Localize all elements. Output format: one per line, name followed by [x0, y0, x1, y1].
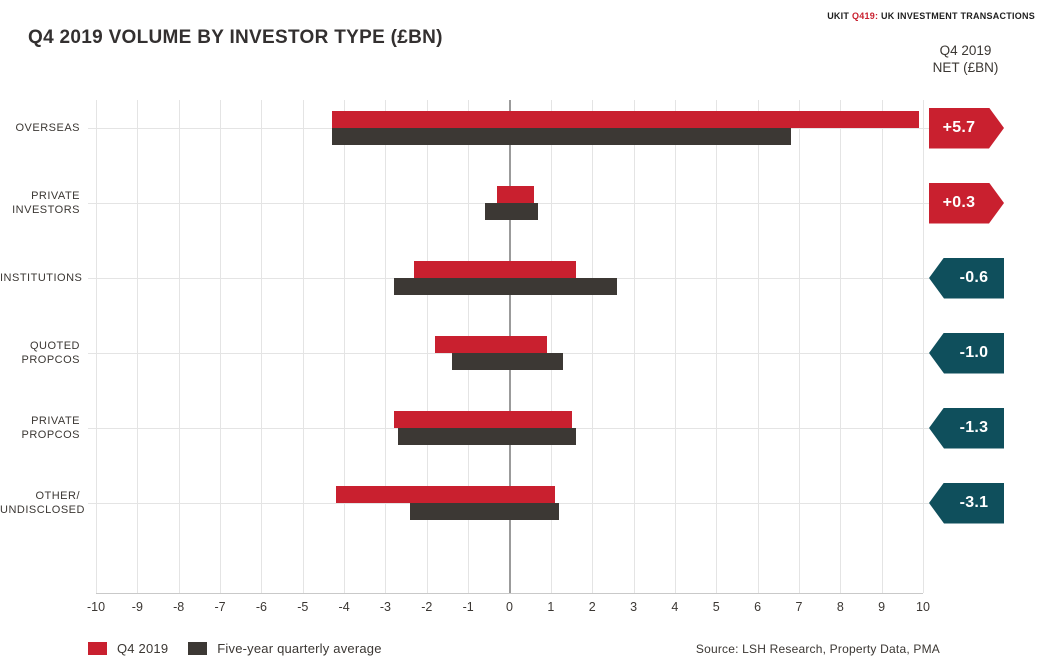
- net-badge: +5.7: [929, 107, 1004, 149]
- gridline-vertical: [840, 100, 842, 593]
- category-label-line: INSTITUTIONS: [0, 272, 83, 284]
- x-tick-label: -10: [86, 600, 106, 614]
- gridline-vertical: [426, 100, 428, 593]
- category-label: OTHER/UNDISCLOSED: [0, 489, 85, 517]
- gridline-vertical: [674, 100, 676, 593]
- report-tag-code: Q419:: [851, 11, 879, 21]
- gridline-vertical: [757, 100, 759, 593]
- net-column-header: Q4 2019 NET (£BN): [905, 42, 1026, 76]
- x-tick-label: -3: [379, 600, 391, 614]
- bar-q4-2019: [331, 111, 919, 128]
- x-tick-label: 9: [878, 600, 886, 614]
- net-badge: -1.3: [929, 407, 1004, 449]
- net-badge: -1.0: [929, 332, 1004, 374]
- gridline-vertical: [881, 100, 883, 593]
- gridline-vertical: [385, 100, 387, 593]
- x-tick-label: 1: [547, 600, 555, 614]
- gridline-vertical: [302, 100, 304, 593]
- x-tick-label: 5: [712, 600, 720, 614]
- x-tick-label: -9: [131, 600, 143, 614]
- x-tick-label: -8: [173, 600, 185, 614]
- x-tick-label: 10: [916, 600, 930, 614]
- bar-q4-2019: [393, 411, 572, 428]
- net-header-line2: NET (£BN): [932, 60, 999, 75]
- net-header-line1: Q4 2019: [939, 43, 992, 58]
- x-tick-label: -4: [338, 600, 350, 614]
- bar-q4-2019: [435, 336, 547, 353]
- legend-swatch: [188, 642, 208, 655]
- x-tick-label: -6: [255, 600, 267, 614]
- x-tick-label: 8: [836, 600, 844, 614]
- category-label-line: UNDISCLOSED: [0, 504, 85, 516]
- net-badge-value: +5.7: [942, 119, 976, 136]
- gridline-vertical: [716, 100, 718, 593]
- legend-label: Five-year quarterly average: [217, 641, 382, 656]
- category-label: INSTITUTIONS: [0, 271, 83, 285]
- category-label-line: QUOTED: [29, 340, 80, 352]
- net-badge: -0.6: [929, 257, 1004, 299]
- x-tick-label: -7: [214, 600, 226, 614]
- bar-five-year-average: [331, 128, 791, 145]
- category-label: OVERSEAS: [0, 121, 80, 135]
- bar-five-year-average: [397, 428, 576, 445]
- net-badge: +0.3: [929, 182, 1004, 224]
- gridline-vertical: [261, 100, 263, 593]
- net-badge: -3.1: [929, 482, 1004, 524]
- net-badge-value: -3.1: [959, 494, 989, 511]
- category-label-line: OVERSEAS: [15, 122, 80, 134]
- legend-swatch: [88, 642, 107, 655]
- bar-q4-2019: [414, 261, 576, 278]
- net-badge-value: +0.3: [942, 194, 976, 211]
- bar-five-year-average: [484, 203, 539, 220]
- category-label-line: PRIVATE: [31, 190, 80, 202]
- bar-five-year-average: [451, 353, 564, 370]
- report-tag-suffix: UK INVESTMENT TRANSACTIONS: [880, 11, 1035, 21]
- bar-five-year-average: [410, 503, 560, 520]
- x-tick-label: -5: [297, 600, 309, 614]
- bar-five-year-average: [393, 278, 617, 295]
- gridline-vertical: [798, 100, 800, 593]
- x-tick-label: -1: [462, 600, 474, 614]
- bar-q4-2019: [335, 486, 555, 503]
- x-tick-label: 6: [754, 600, 762, 614]
- x-tick-label: 3: [630, 600, 638, 614]
- chart-title: Q4 2019 VOLUME BY INVESTOR TYPE (£BN): [28, 27, 443, 48]
- gridline-vertical: [178, 100, 180, 593]
- gridline-vertical: [633, 100, 635, 593]
- legend-label: Q4 2019: [117, 641, 169, 656]
- gridline-vertical: [137, 100, 139, 593]
- x-tick-label: 0: [506, 600, 513, 614]
- category-label-line: PROPCOS: [21, 354, 80, 366]
- legend: Q4 2019 Five-year quarterly average: [88, 641, 402, 656]
- category-label: PRIVATE INVESTORS: [0, 189, 80, 217]
- gridline-vertical: [923, 100, 924, 593]
- gridline-vertical: [220, 100, 222, 593]
- gridline-vertical: [344, 100, 346, 593]
- x-tick-label: 4: [671, 600, 679, 614]
- gridline-vertical: [550, 100, 552, 593]
- gridline-vertical: [96, 100, 97, 593]
- x-tick-label: -2: [421, 600, 433, 614]
- legend-item: Q4 2019: [88, 641, 168, 656]
- x-tick-label: 7: [795, 600, 803, 614]
- legend-item: Five-year quarterly average: [188, 641, 381, 656]
- category-label: PRIVATE PROPCOS: [0, 414, 80, 442]
- net-badge-value: -1.3: [959, 419, 989, 436]
- category-label-line: PRIVATE: [31, 415, 80, 427]
- source-text: Source: LSH Research, Property Data, PMA: [695, 642, 940, 656]
- category-label-line: OTHER/: [35, 490, 80, 502]
- report-tag-prefix: UKIT: [827, 11, 850, 21]
- net-badge-value: -1.0: [959, 344, 989, 361]
- category-label-line: INVESTORS: [12, 204, 80, 216]
- x-tick-label: 2: [588, 600, 596, 614]
- plot-area: [88, 100, 929, 594]
- gridline-vertical: [592, 100, 594, 593]
- report-tag: UKIT Q419: UK INVESTMENT TRANSACTIONS: [827, 11, 1035, 21]
- bar-q4-2019: [497, 186, 535, 203]
- category-label: QUOTED PROPCOS: [0, 339, 80, 367]
- net-badge-value: -0.6: [959, 269, 989, 286]
- category-label-line: PROPCOS: [21, 429, 80, 441]
